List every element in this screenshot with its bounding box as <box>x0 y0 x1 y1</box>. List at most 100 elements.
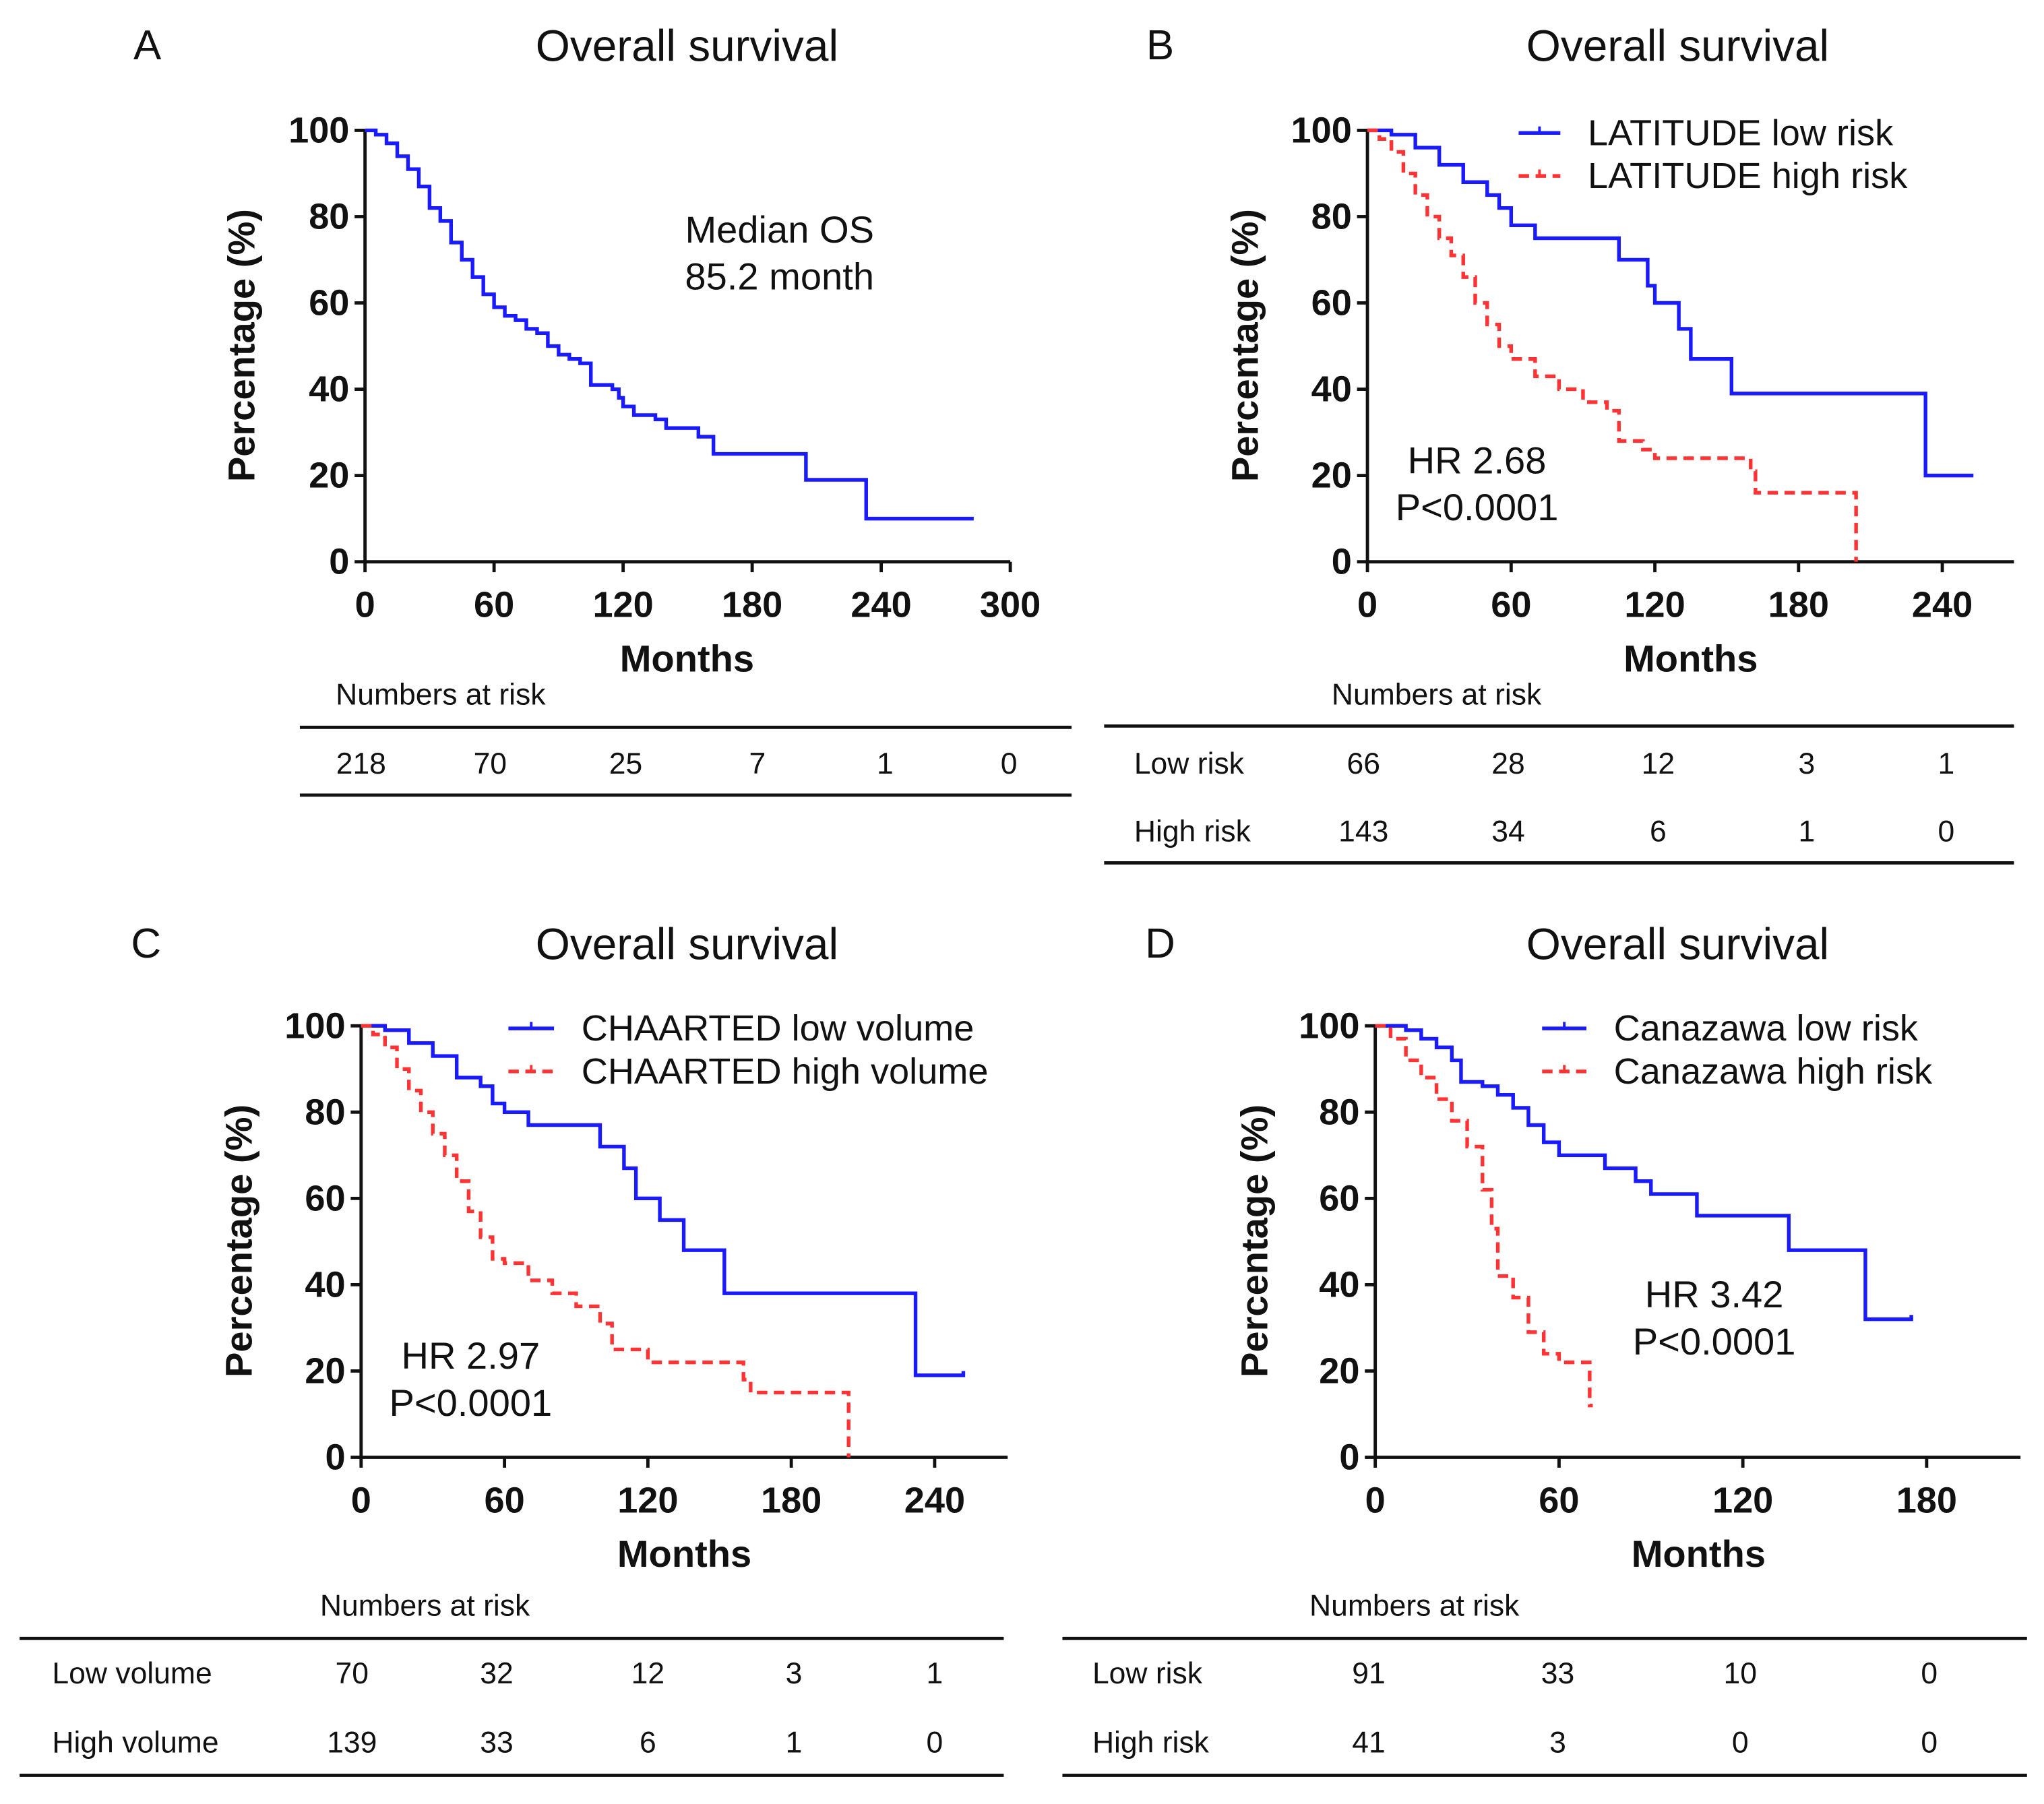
annotation-text: 85.2 month <box>685 255 874 298</box>
x-tick-label: 0 <box>351 1480 371 1520</box>
annotation-text: P<0.0001 <box>1396 486 1559 528</box>
x-axis-label: Months <box>1632 1532 1766 1575</box>
annotation-text: P<0.0001 <box>389 1381 552 1424</box>
annotation-text: Median OS <box>685 208 874 251</box>
risk-row-label: High volume <box>52 1727 218 1760</box>
annotation-text: HR 2.68 <box>1408 439 1547 481</box>
y-tick-label: 20 <box>305 1350 345 1391</box>
y-tick-label: 0 <box>325 1437 345 1477</box>
risk-value: 0 <box>1001 747 1018 780</box>
x-tick-label: 120 <box>617 1480 678 1520</box>
risk-row-label: Low risk <box>1134 747 1245 780</box>
risk-value: 139 <box>327 1727 377 1760</box>
y-tick-label: 20 <box>309 456 349 496</box>
risk-value: 12 <box>631 1657 664 1690</box>
risk-value: 7 <box>749 747 766 780</box>
x-axis-label: Months <box>620 637 754 679</box>
panel-label: A <box>133 22 162 69</box>
y-tick-label: 0 <box>329 542 349 582</box>
panel-a: A Overall survival 0 20 40 60 80 100 0 60 120 180 24… <box>133 21 1072 797</box>
y-tick-label: 80 <box>309 196 349 237</box>
x-axis-label: Months <box>617 1532 751 1575</box>
y-tick-label: 100 <box>284 1005 345 1046</box>
annotation-text: P<0.0001 <box>1633 1320 1796 1363</box>
legend-label: LATITUDE high risk <box>1588 156 1908 196</box>
x-tick-label: 0 <box>355 584 375 625</box>
risk-value: 34 <box>1491 815 1524 848</box>
risk-value: 6 <box>640 1727 656 1760</box>
chart-title: Overall survival <box>1526 21 1829 71</box>
risk-value: 12 <box>1642 747 1675 780</box>
risk-value: 1 <box>1799 815 1816 848</box>
survival-curve-high <box>1367 128 1858 562</box>
y-tick-label: 0 <box>1339 1437 1359 1477</box>
chart-title: Overall survival <box>1526 919 1829 968</box>
legend-label: CHAARTED low volume <box>582 1008 974 1049</box>
risk-value: 70 <box>336 1657 369 1690</box>
annotation-text: HR 3.42 <box>1645 1273 1784 1315</box>
panel-label: C <box>131 921 161 967</box>
x-tick-label: 0 <box>1365 1480 1386 1520</box>
risk-value: 66 <box>1347 747 1380 780</box>
risk-value: 3 <box>1549 1727 1566 1760</box>
risk-value: 3 <box>1799 747 1816 780</box>
risk-value: 6 <box>1650 815 1667 848</box>
risk-value: 70 <box>474 747 507 780</box>
x-tick-label: 60 <box>1491 584 1531 625</box>
risk-value: 1 <box>877 747 894 780</box>
y-tick-label: 40 <box>309 369 349 410</box>
x-tick-label: 120 <box>592 584 653 625</box>
y-tick-label: 20 <box>1311 456 1352 496</box>
risk-table-title: Numbers at risk <box>1332 678 1542 711</box>
panel-label: B <box>1146 22 1174 69</box>
risk-value: 0 <box>1732 1727 1749 1760</box>
panel-label: D <box>1145 921 1175 967</box>
survival-curve-high <box>361 1024 850 1458</box>
x-tick-label: 60 <box>484 1480 524 1520</box>
y-tick-label: 60 <box>309 283 349 323</box>
legend-label: CHAARTED high volume <box>582 1051 989 1092</box>
survival-curve-low <box>361 1024 966 1377</box>
x-axis-label: Months <box>1623 637 1758 679</box>
risk-value: 41 <box>1352 1727 1385 1760</box>
risk-value: 0 <box>1938 815 1955 848</box>
y-tick-label: 100 <box>288 110 349 150</box>
risk-value: 1 <box>927 1657 943 1690</box>
y-tick-label: 100 <box>1291 110 1352 150</box>
legend-label: LATITUDE low risk <box>1588 113 1894 153</box>
risk-value: 25 <box>609 747 642 780</box>
y-axis-label: Percentage (%) <box>218 1105 260 1377</box>
y-tick-label: 40 <box>1311 369 1352 410</box>
risk-value: 1 <box>786 1727 803 1760</box>
risk-row-label: High risk <box>1092 1727 1210 1760</box>
y-tick-label: 60 <box>1319 1178 1359 1218</box>
risk-value: 10 <box>1724 1657 1757 1690</box>
survival-curve-high <box>1375 1024 1593 1408</box>
x-tick-label: 60 <box>1539 1480 1579 1520</box>
risk-value: 0 <box>1921 1657 1938 1690</box>
x-tick-label: 120 <box>1712 1480 1773 1520</box>
y-tick-label: 40 <box>1319 1264 1359 1305</box>
y-tick-label: 80 <box>1319 1092 1359 1132</box>
chart-title: Overall survival <box>536 21 838 71</box>
risk-value: 0 <box>927 1727 943 1760</box>
y-axis-label: Percentage (%) <box>220 209 262 482</box>
y-tick-label: 20 <box>1319 1350 1359 1391</box>
x-tick-label: 240 <box>904 1480 965 1520</box>
risk-table-title: Numbers at risk <box>320 1589 530 1622</box>
legend-label: Canazawa low risk <box>1614 1008 1919 1049</box>
x-tick-label: 180 <box>722 584 782 625</box>
y-axis-label: Percentage (%) <box>1224 209 1266 482</box>
x-tick-label: 180 <box>1896 1480 1957 1520</box>
risk-value: 91 <box>1352 1657 1385 1690</box>
risk-value: 1 <box>1938 747 1955 780</box>
survival-curve-low <box>1375 1024 1913 1321</box>
risk-table-title: Numbers at risk <box>336 678 546 711</box>
chart-title: Overall survival <box>536 919 838 968</box>
x-tick-label: 180 <box>1768 584 1829 625</box>
risk-value: 33 <box>1541 1657 1574 1690</box>
annotation-text: HR 2.97 <box>401 1334 540 1377</box>
